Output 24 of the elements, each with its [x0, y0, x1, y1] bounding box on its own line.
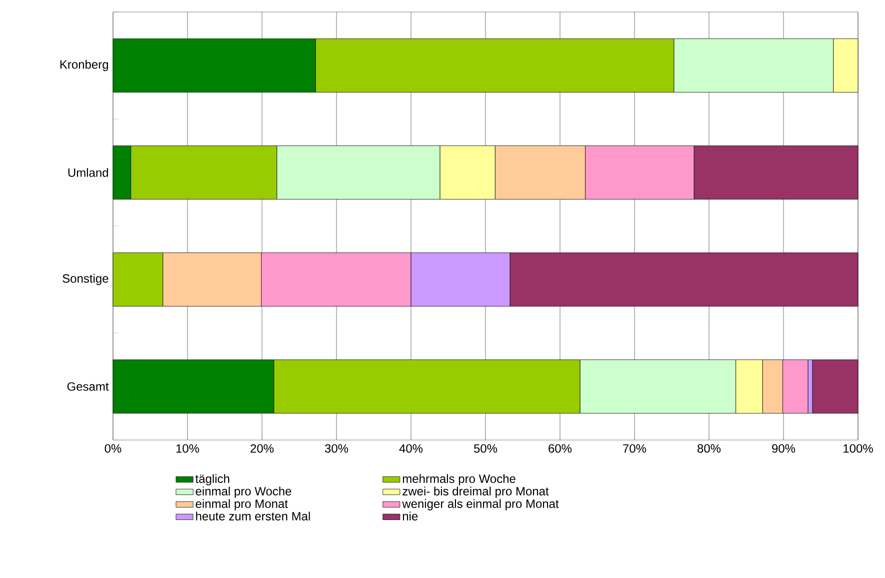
bar: [812, 360, 858, 414]
x-tick-label: 10%: [176, 444, 200, 453]
x-tick-label: 70%: [623, 444, 646, 453]
x-tick-label: 30%: [324, 444, 348, 453]
legend-label: nie: [402, 512, 418, 520]
legend-label: heute zum ersten Mal: [196, 512, 310, 520]
legend-label: einmal pro Monat: [196, 499, 288, 510]
legend-label: weniger als einmal pro Monat: [402, 499, 559, 510]
x-tick-label: 0%: [104, 444, 122, 453]
y-tick-label: Kronberg: [60, 60, 108, 72]
x-tick-label: 60%: [548, 444, 572, 453]
x-tick-label: 90%: [772, 444, 796, 453]
x-tick-label: 20%: [250, 444, 274, 453]
legend-label: mehrmals pro Woche: [402, 474, 516, 486]
y-tick-label: Umland: [68, 168, 108, 177]
legend-label: zwei- bis dreimal pro Monat: [402, 486, 549, 498]
y-tick-label: Gesamt: [67, 382, 109, 391]
x-tick-label: 100%: [844, 444, 873, 453]
y-tick-label: Sonstige: [62, 274, 108, 286]
x-tick-label: 40%: [399, 444, 423, 453]
x-tick-label: 50%: [474, 444, 498, 453]
x-tick-label: 80%: [698, 444, 721, 453]
legend-label: täglich: [195, 474, 230, 486]
legend-label: einmal pro Woche: [196, 486, 292, 498]
